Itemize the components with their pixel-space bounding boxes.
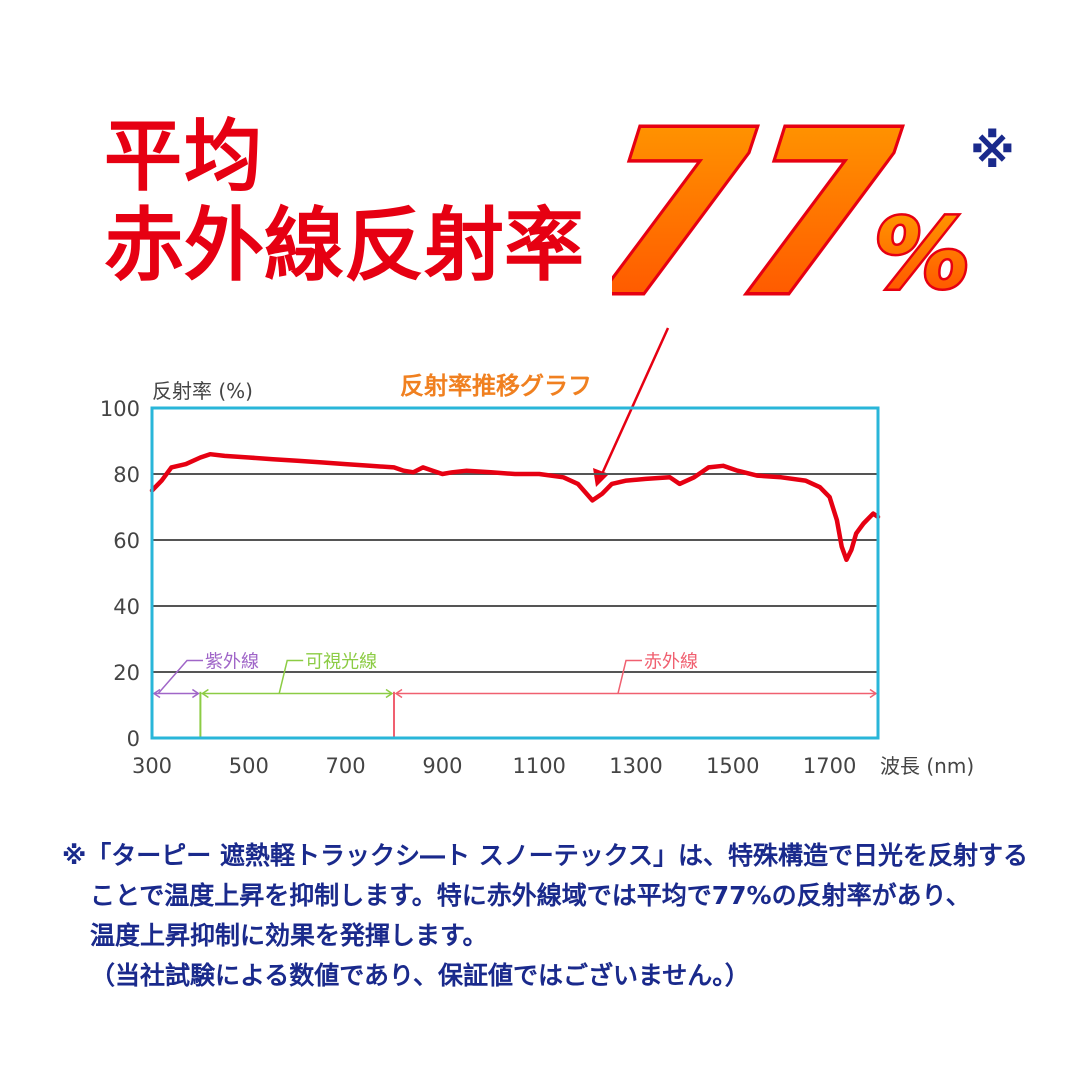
y-tick-label: 0 (127, 727, 140, 751)
range-arrowhead (385, 688, 394, 699)
x-tick-label: 1300 (609, 754, 662, 778)
y-tick-label: 100 (100, 397, 140, 421)
series-line (149, 451, 881, 563)
y-axis-label: 反射率 (%) (152, 379, 253, 403)
x-tick-label: 500 (229, 754, 269, 778)
range-label: 可視光線 (305, 651, 377, 672)
x-axis-label: 波長 (nm) (880, 754, 974, 778)
big-unit-text: % (874, 198, 970, 310)
range-leader (617, 659, 642, 694)
x-tick-label: 700 (326, 754, 366, 778)
y-tick-label: 80 (113, 463, 140, 487)
range-arrowhead (201, 688, 209, 699)
range-arrowhead (869, 688, 878, 699)
y-tick-labels: 0 20 40 60 80 100 (100, 397, 140, 751)
range-arrowhead (152, 688, 161, 699)
reflectance-chart: 紫外線 可視光線 赤外線 0 20 40 60 80 100 300 500 700 900 1100… (100, 327, 974, 778)
y-tick-label: 60 (113, 529, 140, 553)
big-value-text: 77 (612, 92, 907, 322)
big-percent-figure: 77 % (612, 92, 973, 322)
x-tick-label: 900 (422, 754, 462, 778)
x-tick-label: 1500 (706, 754, 759, 778)
footnote-line-3: 温度上昇抑制に効果を発揮します。 (90, 921, 488, 950)
headline-line-2: 赤外線反射率 (104, 199, 584, 292)
reference-mark: ※ (970, 124, 1015, 178)
x-tick-label: 300 (132, 754, 172, 778)
callout-arrow-line (600, 327, 670, 475)
x-tick-labels: 300 500 700 900 1100 1300 1500 1700 (132, 754, 856, 778)
chart-grid (152, 473, 878, 673)
headline-line-1: 平均 (104, 112, 265, 202)
range-arrowhead (394, 688, 403, 699)
range-label: 紫外線 (205, 651, 259, 672)
y-tick-label: 40 (113, 595, 140, 619)
range-leader (157, 659, 203, 694)
x-tick-label: 1100 (512, 754, 565, 778)
plot-frame (150, 406, 880, 740)
footnote-line-1: ※「ターピー 遮熱軽トラックシ―ト スノーテックス」は、特殊構造で日光を反射する (62, 841, 1028, 870)
chart-title: 反射率推移グラフ (400, 372, 592, 400)
chart-ranges: 紫外線 可視光線 赤外線 (152, 651, 878, 738)
footnote-line-4: （当社試験による数値であり、保証値ではございません。） (90, 961, 750, 990)
y-tick-label: 20 (113, 661, 140, 685)
footnote-line-2: ことで温度上昇を抑制します。特に赤外線域では平均で77%の反射率があり、 (90, 881, 971, 910)
range-arrowhead (191, 688, 200, 699)
range-leader (278, 659, 304, 694)
callout-arrow-head (593, 468, 609, 487)
range-label: 赤外線 (644, 651, 698, 672)
footnote: ※「ターピー 遮熱軽トラックシ―ト スノーテックス」は、特殊構造で日光を反射する… (62, 836, 1052, 996)
x-tick-label: 1700 (803, 754, 856, 778)
